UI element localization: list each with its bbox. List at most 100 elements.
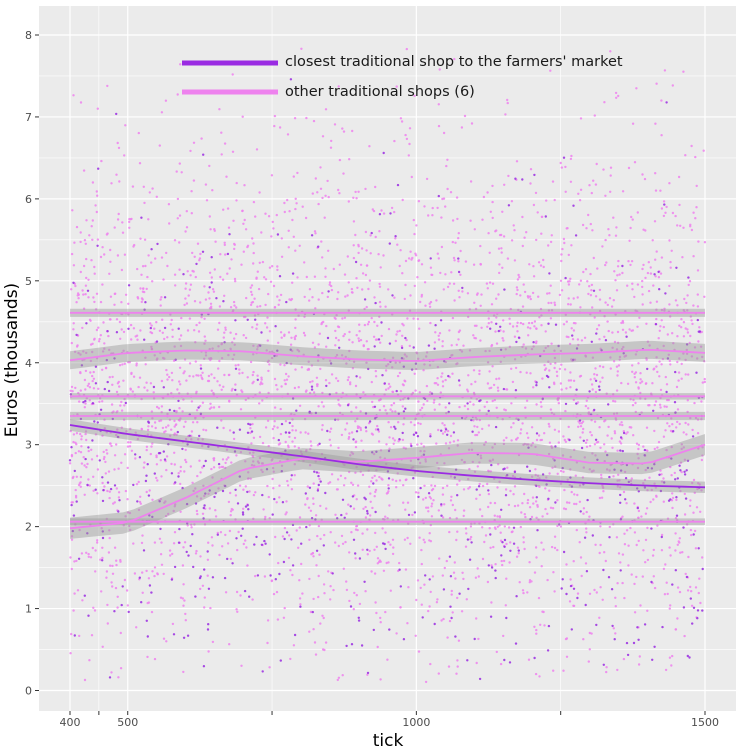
point-other-shop: [79, 270, 83, 274]
point-other-shop: [693, 529, 697, 533]
point-other-shop: [409, 250, 412, 253]
point-closest-shop: [357, 619, 361, 622]
point-other-shop: [569, 157, 573, 161]
point-other-shop: [269, 280, 273, 283]
point-other-shop: [448, 441, 452, 444]
point-other-shop: [122, 349, 125, 352]
point-other-shop: [604, 194, 607, 197]
point-closest-shop: [202, 506, 205, 510]
point-other-shop: [252, 251, 255, 255]
point-other-shop: [696, 487, 699, 491]
point-other-shop: [530, 475, 534, 478]
point-other-shop: [472, 391, 476, 395]
point-closest-shop: [256, 378, 259, 381]
point-other-shop: [179, 417, 182, 420]
point-other-shop: [346, 294, 349, 297]
point-other-shop: [461, 571, 464, 574]
point-other-shop: [680, 377, 683, 380]
point-other-shop: [404, 568, 408, 571]
point-other-shop: [160, 541, 163, 544]
point-other-shop: [351, 483, 355, 486]
point-other-shop: [515, 417, 518, 420]
point-other-shop: [355, 334, 358, 337]
point-other-shop: [400, 120, 404, 123]
point-closest-shop: [265, 468, 269, 471]
point-other-shop: [342, 172, 345, 175]
point-other-shop: [464, 260, 468, 263]
point-closest-shop: [412, 433, 416, 436]
point-other-shop: [446, 158, 449, 161]
point-other-shop: [153, 566, 157, 569]
point-other-shop: [141, 265, 145, 268]
point-other-shop: [553, 349, 556, 352]
point-other-shop: [272, 227, 275, 230]
point-other-shop: [93, 265, 96, 269]
point-other-shop: [428, 364, 432, 367]
point-other-shop: [244, 398, 247, 402]
point-other-shop: [686, 399, 689, 402]
point-other-shop: [437, 428, 440, 432]
point-closest-shop: [84, 399, 87, 403]
point-closest-shop: [198, 434, 201, 438]
point-other-shop: [359, 338, 363, 342]
point-other-shop: [96, 539, 99, 542]
point-closest-shop: [235, 537, 238, 540]
point-other-shop: [425, 351, 429, 354]
point-other-shop: [605, 392, 608, 395]
point-other-shop: [599, 446, 602, 449]
point-other-shop: [85, 397, 89, 400]
point-other-shop: [549, 69, 552, 72]
point-other-shop: [662, 325, 665, 329]
point-other-shop: [384, 531, 387, 534]
point-closest-shop: [215, 297, 218, 300]
point-other-shop: [298, 579, 301, 582]
point-other-shop: [559, 417, 562, 420]
point-other-shop: [126, 604, 129, 607]
point-other-shop: [110, 403, 114, 406]
point-other-shop: [472, 263, 476, 266]
point-closest-shop: [515, 595, 518, 598]
point-closest-shop: [158, 500, 161, 503]
point-other-shop: [366, 673, 369, 676]
point-other-shop: [614, 313, 617, 316]
point-other-shop: [622, 345, 625, 349]
point-other-shop: [389, 543, 392, 546]
point-other-shop: [209, 228, 212, 231]
point-other-shop: [285, 511, 288, 514]
point-other-shop: [652, 548, 655, 552]
point-closest-shop: [539, 354, 542, 358]
point-other-shop: [204, 354, 208, 357]
point-other-shop: [346, 378, 350, 382]
point-other-shop: [467, 315, 470, 319]
point-other-shop: [491, 200, 494, 204]
point-other-shop: [600, 473, 603, 477]
point-other-shop: [576, 493, 579, 497]
point-other-shop: [481, 218, 484, 221]
point-other-shop: [324, 267, 327, 270]
point-other-shop: [108, 490, 112, 493]
point-other-shop: [71, 209, 74, 212]
point-other-shop: [454, 577, 457, 580]
point-closest-shop: [674, 370, 677, 374]
point-other-shop: [580, 339, 584, 342]
point-closest-shop: [243, 589, 247, 593]
point-closest-shop: [310, 517, 314, 520]
point-other-shop: [544, 507, 547, 511]
point-other-shop: [401, 272, 404, 275]
point-other-shop: [399, 249, 402, 252]
point-other-shop: [504, 488, 508, 491]
point-other-shop: [370, 570, 373, 573]
point-other-shop: [139, 502, 142, 505]
point-other-shop: [631, 364, 634, 367]
point-other-shop: [114, 586, 118, 590]
point-other-shop: [174, 284, 177, 287]
point-other-shop: [681, 551, 684, 554]
point-other-shop: [492, 314, 496, 317]
point-closest-shop: [127, 284, 131, 287]
point-closest-shop: [670, 457, 673, 460]
point-other-shop: [584, 441, 588, 444]
point-other-shop: [537, 518, 540, 521]
point-other-shop: [302, 331, 306, 335]
point-closest-shop: [611, 624, 614, 628]
point-closest-shop: [547, 624, 551, 628]
